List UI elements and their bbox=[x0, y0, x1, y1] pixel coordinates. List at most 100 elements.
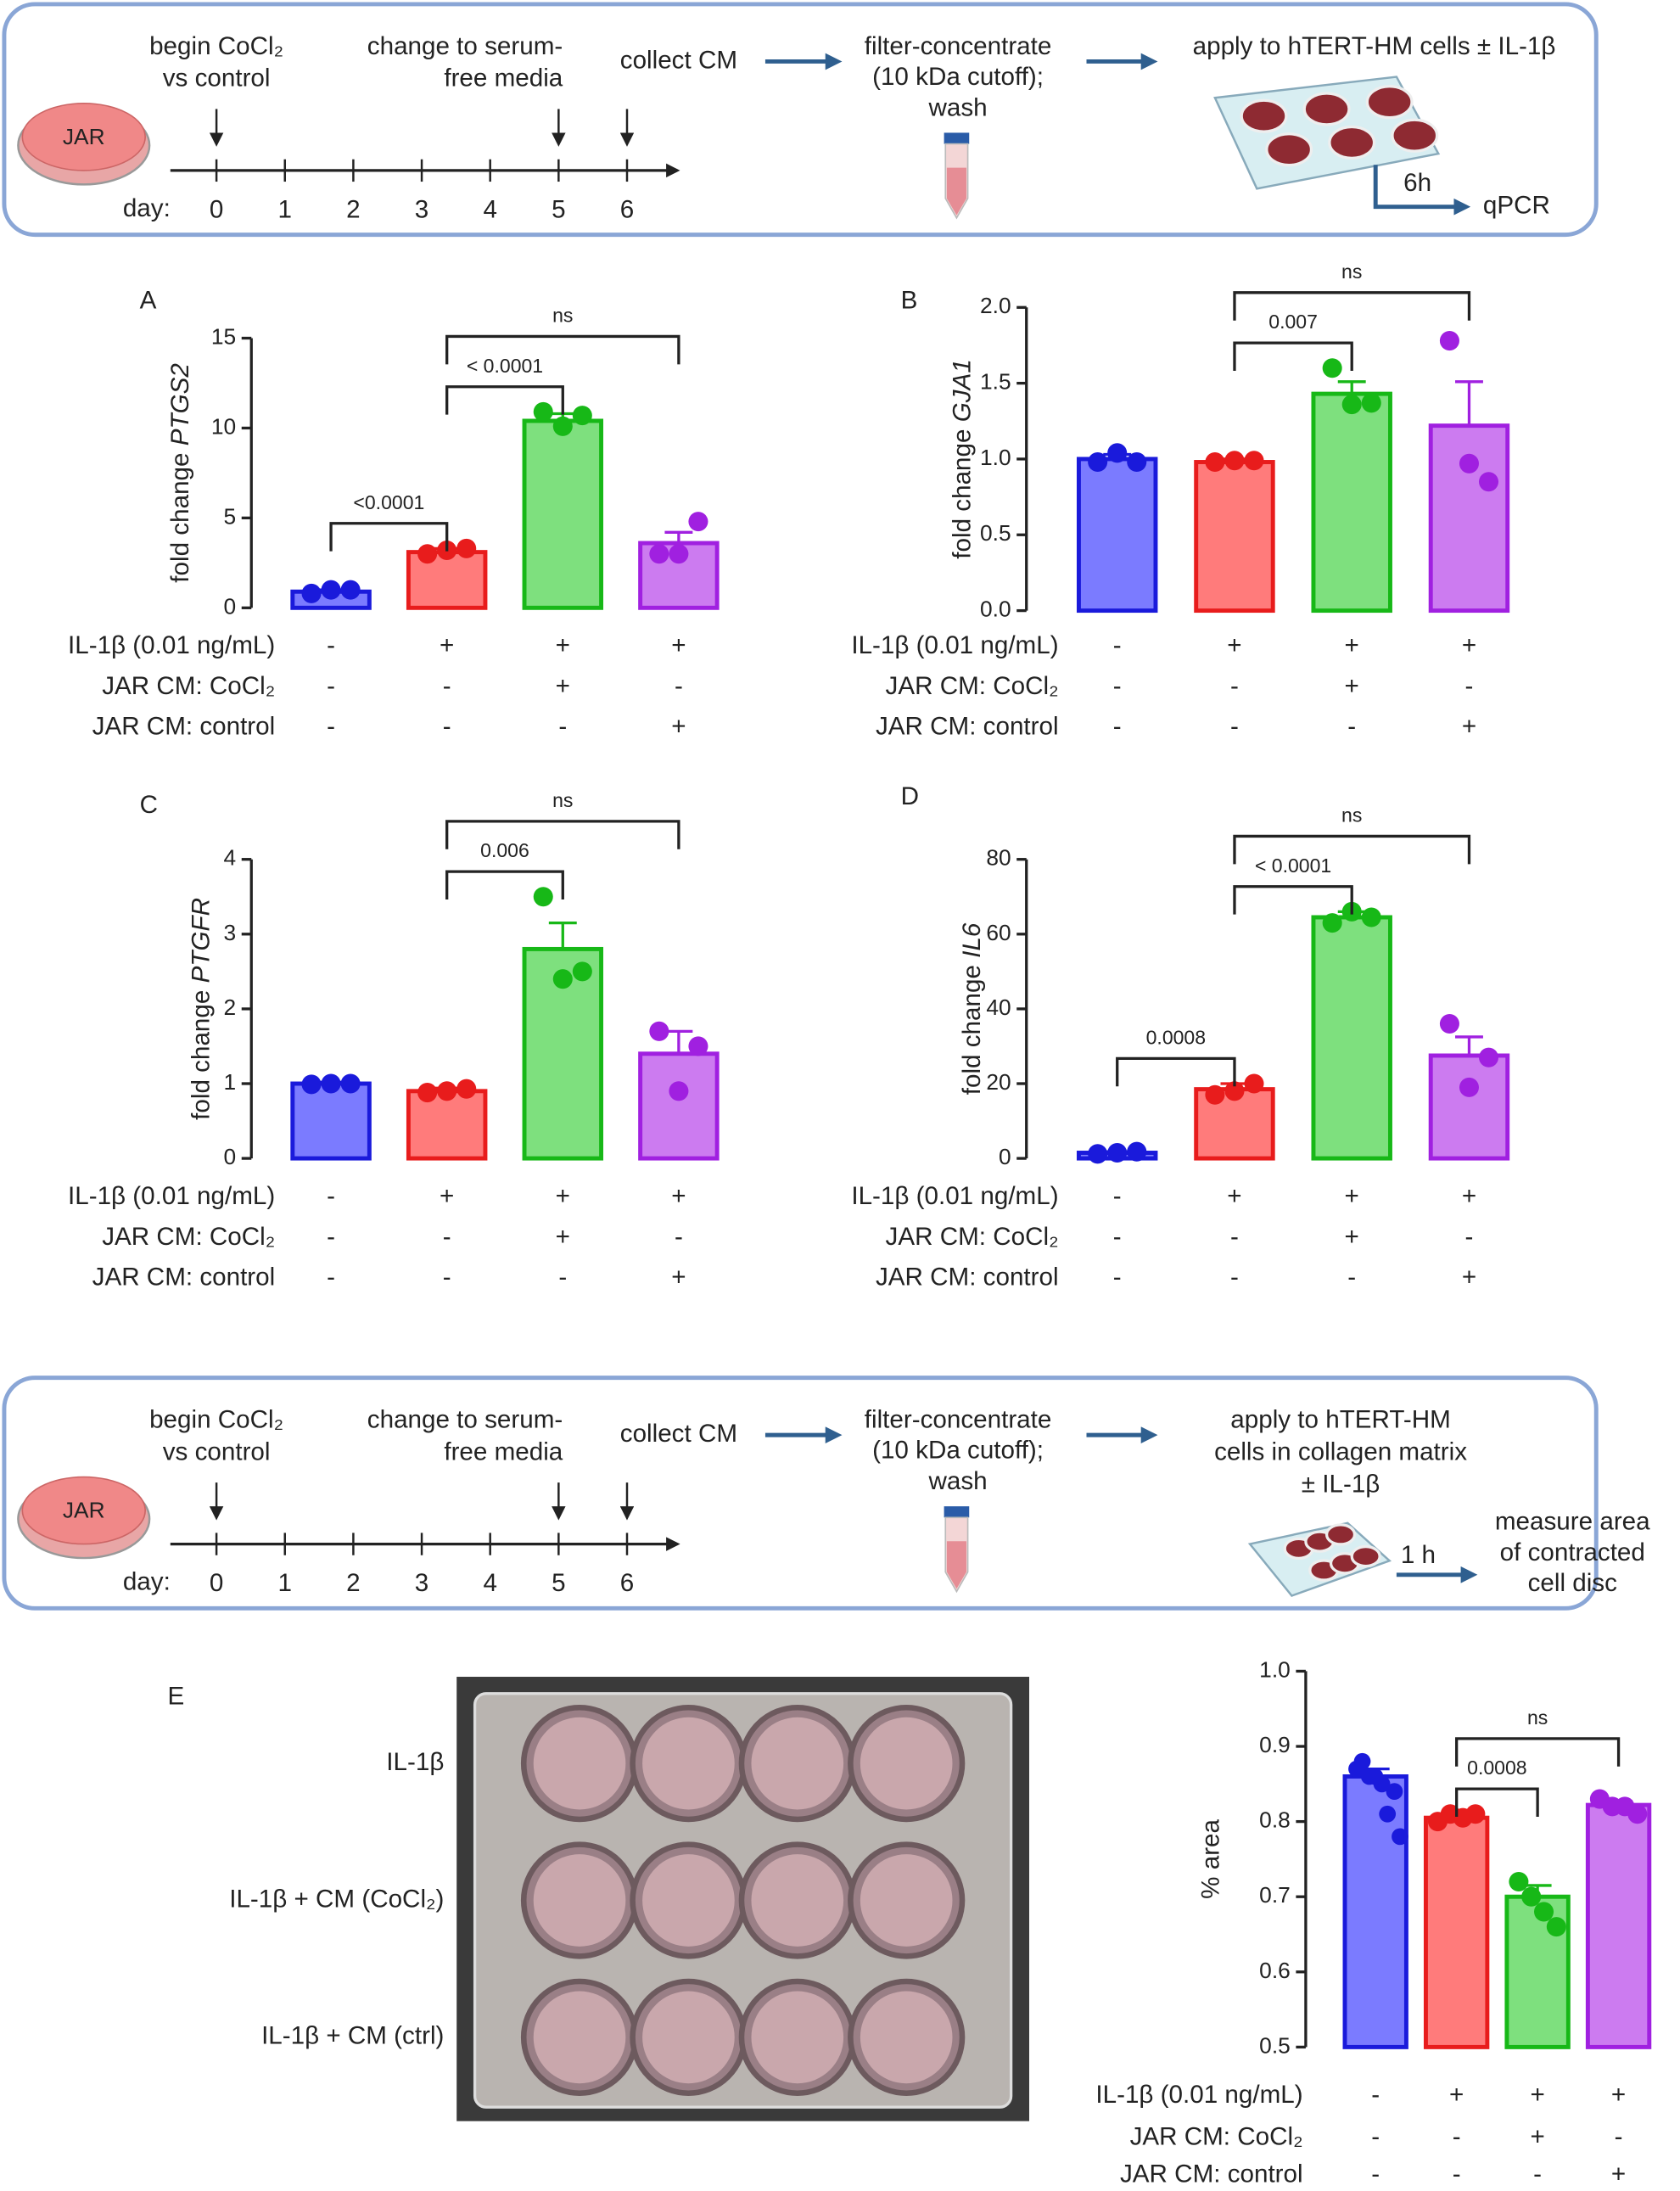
bar bbox=[1194, 460, 1275, 614]
data-point bbox=[321, 1073, 341, 1094]
data-point bbox=[1127, 451, 1147, 473]
data-point bbox=[649, 544, 669, 564]
condition-sign: + bbox=[1227, 1182, 1241, 1210]
condition-label: IL-1β (0.01 ng/mL) bbox=[851, 631, 1058, 659]
data-point bbox=[1361, 907, 1381, 927]
condition-label: JAR CM: CoCl₂ bbox=[102, 672, 275, 700]
data-point bbox=[669, 544, 689, 564]
data-point bbox=[1478, 472, 1499, 492]
condition-label: IL-1β (0.01 ng/mL) bbox=[68, 631, 275, 659]
filter-text: filter-concentrate bbox=[865, 1406, 1052, 1434]
data-point bbox=[1088, 1144, 1108, 1164]
condition-sign: + bbox=[1345, 631, 1359, 659]
filter-text: (10 kDa cutoff); bbox=[872, 63, 1044, 91]
data-point bbox=[1361, 393, 1381, 413]
condition-sign: - bbox=[443, 1223, 451, 1251]
condition-sign: - bbox=[1347, 713, 1356, 741]
data-point bbox=[1459, 1077, 1479, 1097]
significance-bracket bbox=[445, 334, 680, 365]
condition-sign: - bbox=[1347, 1264, 1356, 1292]
condition-sign: - bbox=[1453, 2160, 1461, 2188]
condition-sign: - bbox=[327, 713, 335, 741]
well bbox=[1324, 1523, 1357, 1546]
apply-text: apply to hTERT-HM bbox=[1230, 1406, 1451, 1434]
data-point bbox=[1205, 451, 1225, 473]
bar bbox=[638, 1051, 720, 1161]
bar bbox=[1311, 915, 1392, 1161]
condition-sign: + bbox=[1462, 631, 1476, 659]
significance-label: 0.0008 bbox=[1467, 1757, 1526, 1779]
well-medium bbox=[642, 1991, 735, 2084]
condition-sign: - bbox=[1615, 2122, 1623, 2150]
y-tick-label: 0 bbox=[224, 593, 237, 619]
condition-sign: - bbox=[1113, 1223, 1122, 1251]
data-point bbox=[1322, 358, 1342, 378]
apply-text: apply to hTERT-HM cells ± IL-1β bbox=[1193, 32, 1556, 60]
y-axis-label: % area bbox=[1196, 1818, 1224, 1898]
filter-text: filter-concentrate bbox=[865, 32, 1052, 60]
condition-sign: - bbox=[1113, 713, 1122, 741]
condition-sign: + bbox=[671, 631, 686, 659]
data-point bbox=[1224, 451, 1245, 471]
y-axis-label-text: fold change bbox=[187, 983, 215, 1119]
significance-bracket bbox=[1455, 1737, 1621, 1767]
tube-liquid bbox=[946, 167, 966, 216]
data-point bbox=[572, 961, 592, 982]
data-point bbox=[1392, 1828, 1408, 1846]
well-medium bbox=[533, 1991, 626, 2084]
condition-label: JAR CM: CoCl₂ bbox=[102, 1223, 275, 1251]
y-tick-label: 0.5 bbox=[980, 520, 1011, 546]
y-axis-label: fold change PTGS2 bbox=[166, 363, 194, 583]
data-point bbox=[552, 969, 573, 989]
significance-label: ns bbox=[1527, 1706, 1548, 1729]
condition-sign: + bbox=[1611, 2160, 1626, 2188]
filter-text: wash bbox=[927, 1467, 987, 1495]
begin-text: begin CoCl₂ bbox=[149, 32, 283, 60]
data-point bbox=[533, 887, 553, 907]
condition-sign: + bbox=[671, 713, 686, 741]
condition-label: JAR CM: CoCl₂ bbox=[886, 672, 1059, 700]
y-axis-label-text: fold change bbox=[948, 422, 976, 558]
data-point bbox=[1379, 1805, 1397, 1823]
well bbox=[1265, 132, 1313, 167]
day-label: day: bbox=[123, 1568, 171, 1596]
change-text: free media bbox=[444, 1437, 563, 1465]
data-point bbox=[1244, 451, 1264, 471]
time-arrow bbox=[1373, 165, 1471, 216]
y-tick-label: 0.0 bbox=[980, 597, 1011, 622]
data-point bbox=[1627, 1804, 1648, 1824]
panel-label: B bbox=[901, 287, 918, 315]
day: 1 bbox=[278, 195, 292, 223]
y-tick-label: 40 bbox=[986, 995, 1011, 1020]
day: 1 bbox=[278, 1569, 292, 1597]
data-point bbox=[1244, 1073, 1264, 1094]
condition-sign: - bbox=[1230, 1264, 1239, 1292]
y-tick-label: 0.9 bbox=[1259, 1732, 1291, 1757]
change-text: change to serum- bbox=[367, 1406, 563, 1434]
panel-label: E bbox=[168, 1683, 185, 1711]
bar bbox=[1311, 391, 1392, 614]
well-medium bbox=[860, 1991, 953, 2084]
condition-label: IL-1β (0.01 ng/mL) bbox=[851, 1182, 1058, 1210]
data-point bbox=[1439, 1013, 1459, 1034]
data-point bbox=[1224, 1081, 1245, 1101]
significance-label: < 0.0001 bbox=[467, 355, 543, 377]
significance-label: ns bbox=[1341, 804, 1362, 826]
condition-sign: + bbox=[440, 631, 454, 659]
significance-bracket bbox=[329, 522, 449, 552]
data-point bbox=[1546, 1917, 1566, 1937]
condition-sign: + bbox=[440, 1182, 454, 1210]
tube-cap bbox=[944, 1506, 970, 1518]
condition-label: IL-1β (0.01 ng/mL) bbox=[1095, 2081, 1302, 2109]
readout-text: of contracted bbox=[1500, 1538, 1645, 1566]
begin-text: vs control bbox=[163, 64, 271, 92]
photo-label: IL-1β bbox=[386, 1748, 444, 1776]
condition-sign: - bbox=[1230, 713, 1239, 741]
condition-sign: - bbox=[443, 672, 451, 700]
y-axis-label: fold change GJA1 bbox=[948, 359, 976, 559]
change-text: free media bbox=[444, 64, 563, 92]
significance-label: 0.006 bbox=[480, 839, 529, 861]
significance-bracket bbox=[1233, 885, 1353, 915]
condition-sign: + bbox=[556, 631, 570, 659]
significance-bracket bbox=[1233, 341, 1353, 372]
